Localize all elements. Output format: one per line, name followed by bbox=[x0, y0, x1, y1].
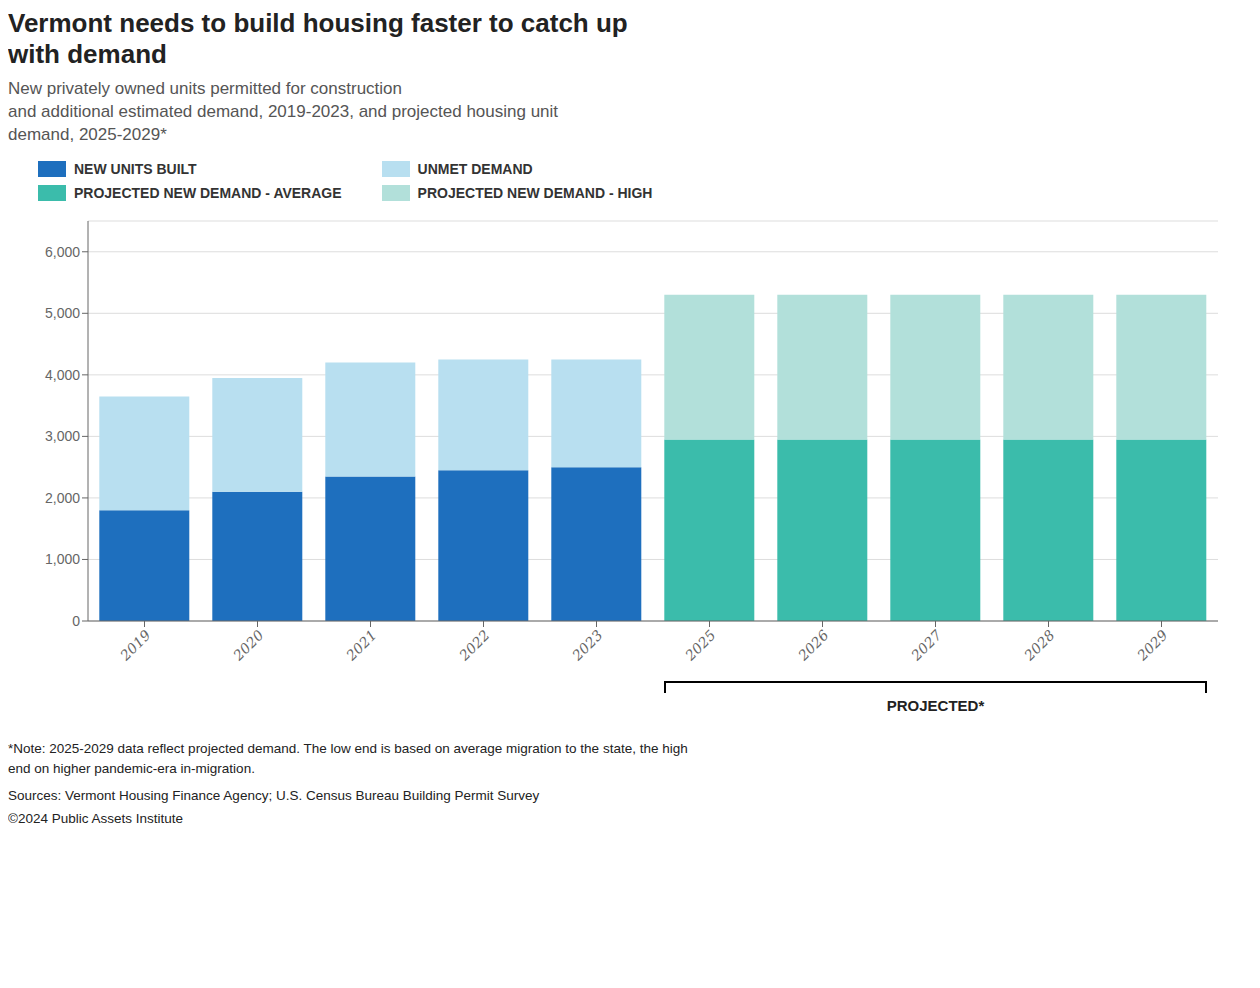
svg-text:2019: 2019 bbox=[116, 627, 153, 664]
svg-text:0: 0 bbox=[72, 613, 80, 629]
html-text:UNMET DEMAND: UNMET DEMAND bbox=[417, 161, 533, 178]
html-text:Vermont needs to build housing: Vermont needs to build housing faster to… bbox=[8, 8, 628, 70]
html-text:NEW UNITS BUILT: NEW UNITS BUILT bbox=[74, 161, 197, 178]
svg-text:3,000: 3,000 bbox=[45, 429, 80, 445]
svg-text:2025: 2025 bbox=[681, 627, 718, 664]
html-text:PROJECTED*: PROJECTED* bbox=[886, 697, 985, 715]
svg-text:2023: 2023 bbox=[568, 627, 605, 664]
svg-text:2021: 2021 bbox=[342, 627, 379, 664]
svg-text:2022: 2022 bbox=[455, 627, 492, 664]
svg-text:1,000: 1,000 bbox=[45, 552, 80, 568]
svg-text:4,000: 4,000 bbox=[45, 367, 80, 383]
svg-text:2029: 2029 bbox=[1133, 627, 1170, 664]
html-text:*Note: 2025-2029 data reflect: *Note: 2025-2029 data reflect projected … bbox=[8, 741, 688, 777]
svg-text:5,000: 5,000 bbox=[45, 305, 80, 321]
html-text:New privately owned units perm: New privately owned units permitted for … bbox=[8, 79, 559, 145]
svg-text:2028: 2028 bbox=[1020, 627, 1057, 664]
html-text:Sources: Vermont Housing Finan: Sources: Vermont Housing Finance Agency;… bbox=[8, 787, 540, 803]
svg-text:2020: 2020 bbox=[229, 627, 266, 664]
html-text:©2024 Public Assets Institute: ©2024 Public Assets Institute bbox=[8, 810, 183, 826]
svg-text:2027: 2027 bbox=[907, 627, 944, 664]
html-text:PROJECTED NEW DEMAND - HIGH: PROJECTED NEW DEMAND - HIGH bbox=[417, 185, 653, 202]
svg-text:2,000: 2,000 bbox=[45, 490, 80, 506]
html-text:PROJECTED NEW DEMAND - AVERAGE: PROJECTED NEW DEMAND - AVERAGE bbox=[74, 185, 342, 202]
svg-text:2026: 2026 bbox=[794, 627, 831, 664]
svg-text:6,000: 6,000 bbox=[45, 244, 80, 260]
